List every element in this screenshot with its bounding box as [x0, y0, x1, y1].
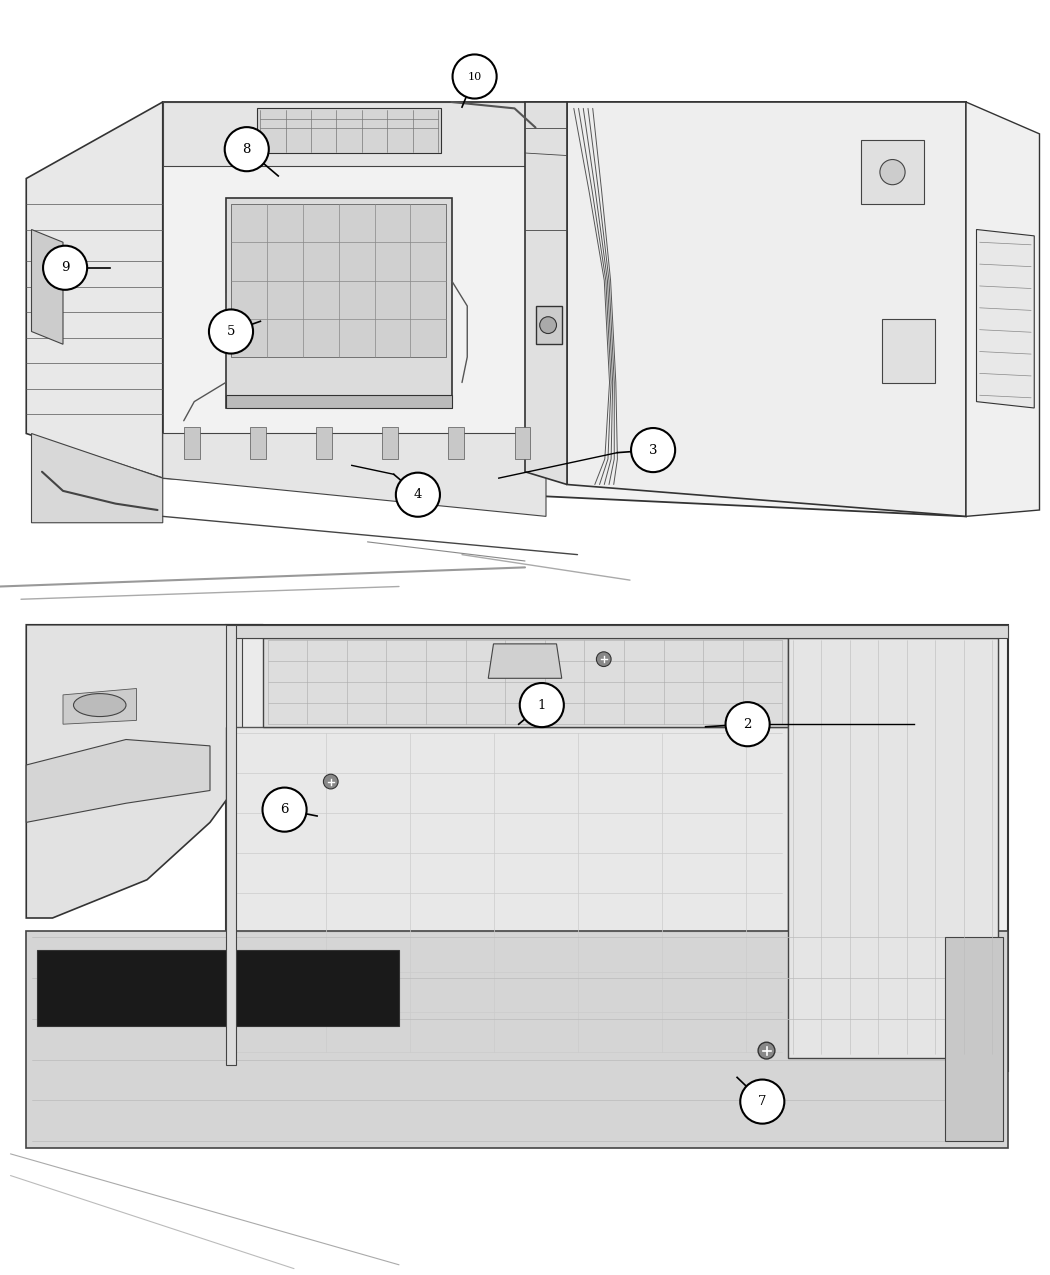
- Polygon shape: [184, 427, 200, 459]
- Text: 3: 3: [649, 444, 657, 456]
- Circle shape: [453, 55, 497, 98]
- Polygon shape: [966, 102, 1040, 516]
- Text: 6: 6: [280, 803, 289, 816]
- Circle shape: [225, 128, 269, 171]
- Polygon shape: [32, 230, 63, 344]
- Polygon shape: [163, 102, 525, 166]
- Polygon shape: [26, 740, 210, 822]
- Text: 2: 2: [743, 718, 752, 731]
- Polygon shape: [525, 102, 567, 484]
- Text: 8: 8: [243, 143, 251, 156]
- Polygon shape: [514, 427, 530, 459]
- Polygon shape: [861, 140, 924, 204]
- Polygon shape: [26, 102, 163, 478]
- Circle shape: [726, 703, 770, 746]
- Text: 7: 7: [758, 1095, 766, 1108]
- Polygon shape: [448, 427, 464, 459]
- Text: 5: 5: [227, 325, 235, 338]
- Polygon shape: [536, 306, 562, 344]
- Polygon shape: [226, 727, 788, 1058]
- Polygon shape: [226, 625, 236, 1065]
- Polygon shape: [226, 625, 1008, 1071]
- Circle shape: [596, 652, 611, 667]
- Polygon shape: [945, 937, 1003, 1141]
- Circle shape: [740, 1080, 784, 1123]
- Circle shape: [880, 159, 905, 185]
- Circle shape: [520, 683, 564, 727]
- Text: 10: 10: [467, 71, 482, 82]
- Ellipse shape: [74, 694, 126, 717]
- Polygon shape: [21, 70, 1029, 567]
- Circle shape: [631, 428, 675, 472]
- Circle shape: [262, 788, 307, 831]
- Circle shape: [540, 316, 557, 334]
- Polygon shape: [488, 644, 562, 678]
- Text: 4: 4: [414, 488, 422, 501]
- Circle shape: [209, 310, 253, 353]
- Polygon shape: [32, 434, 163, 523]
- Polygon shape: [788, 638, 998, 1058]
- Polygon shape: [262, 638, 788, 727]
- Polygon shape: [316, 427, 332, 459]
- Polygon shape: [226, 395, 452, 408]
- Polygon shape: [567, 102, 966, 516]
- Circle shape: [323, 774, 338, 789]
- Polygon shape: [976, 230, 1034, 408]
- Text: 1: 1: [538, 699, 546, 711]
- Polygon shape: [250, 427, 266, 459]
- Polygon shape: [231, 204, 446, 357]
- Polygon shape: [37, 950, 399, 1026]
- Circle shape: [43, 246, 87, 289]
- Polygon shape: [382, 427, 398, 459]
- Polygon shape: [226, 198, 452, 408]
- Polygon shape: [242, 638, 998, 1058]
- Polygon shape: [882, 319, 934, 382]
- Polygon shape: [163, 434, 546, 516]
- Circle shape: [396, 473, 440, 516]
- Polygon shape: [231, 625, 1008, 638]
- Polygon shape: [257, 108, 441, 153]
- Polygon shape: [26, 625, 273, 918]
- Text: 9: 9: [61, 261, 69, 274]
- Polygon shape: [26, 931, 1008, 1148]
- Polygon shape: [163, 102, 966, 516]
- Polygon shape: [63, 688, 136, 724]
- Circle shape: [758, 1042, 775, 1060]
